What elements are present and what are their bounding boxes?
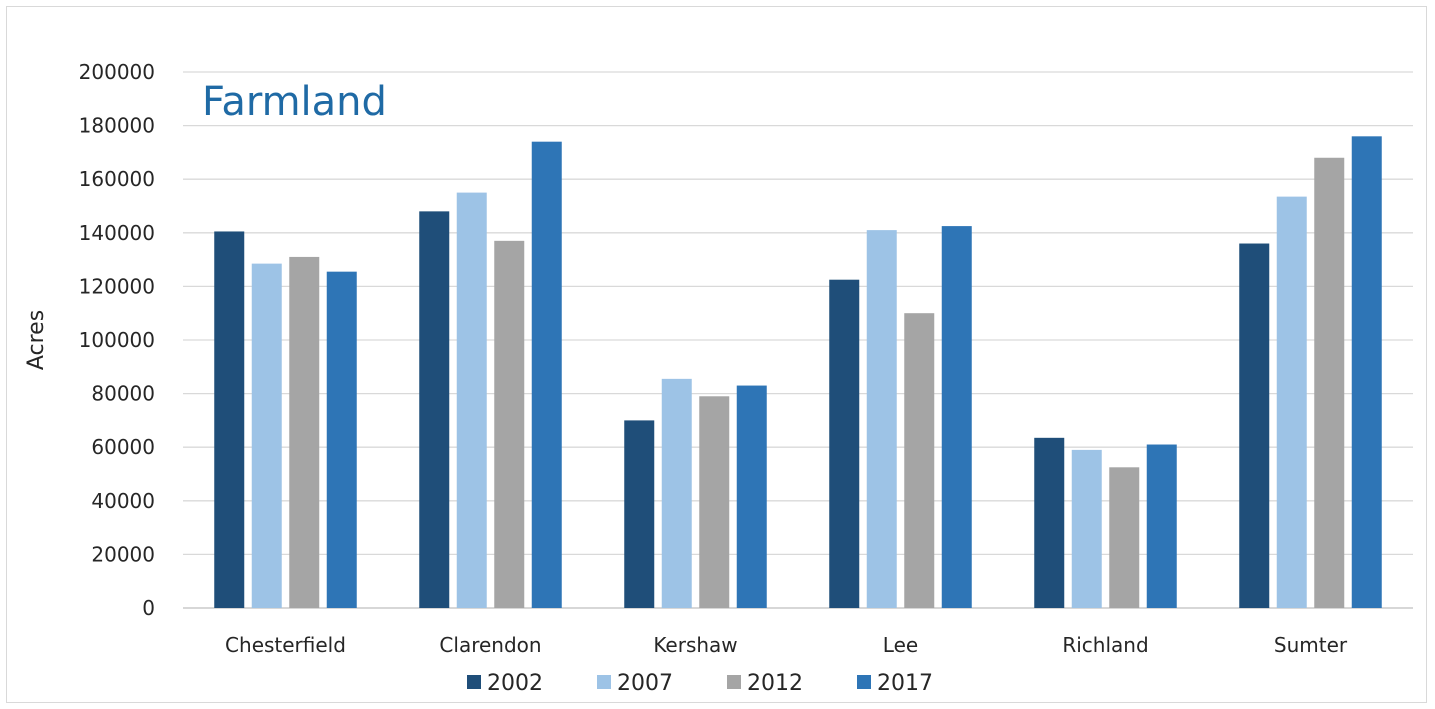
legend-swatch-2017 xyxy=(857,675,871,689)
bar-clarendon-2002 xyxy=(419,211,450,609)
chart-frame: 0 20000 40000 60000 80000 100000 120000 140000 1… xyxy=(6,6,1427,703)
bar-lee-2007 xyxy=(866,230,897,608)
x-category-label: Clarendon xyxy=(439,633,541,657)
bar-chesterfield-2017 xyxy=(326,271,357,608)
y-tick-label: 40000 xyxy=(91,489,155,513)
bar-chesterfield-2007 xyxy=(251,263,282,608)
bars xyxy=(214,136,1382,609)
bar-sumter-2017 xyxy=(1351,136,1382,608)
bar-lee-2002 xyxy=(829,279,860,608)
y-tick-label: 180000 xyxy=(79,114,155,138)
bar-richland-2002 xyxy=(1034,437,1065,608)
x-category-label: Lee xyxy=(883,633,918,657)
bar-chesterfield-2012 xyxy=(289,256,320,608)
bar-sumter-2007 xyxy=(1276,196,1307,608)
bar-sumter-2012 xyxy=(1314,157,1345,608)
legend: 2002 2007 2012 2017 xyxy=(467,671,933,696)
legend-swatch-2002 xyxy=(467,675,481,689)
legend-label-2007: 2007 xyxy=(617,671,673,696)
bar-lee-2012 xyxy=(904,313,935,608)
bar-richland-2007 xyxy=(1071,449,1102,608)
bar-kershaw-2012 xyxy=(699,396,730,608)
y-axis-title: Acres xyxy=(24,310,49,370)
legend-swatch-2012 xyxy=(727,675,741,689)
bar-kershaw-2002 xyxy=(624,420,655,608)
bar-clarendon-2007 xyxy=(456,192,487,608)
legend-label-2002: 2002 xyxy=(487,671,543,696)
bar-chart: 0 20000 40000 60000 80000 100000 120000 140000 1… xyxy=(24,60,1413,696)
y-tick-label: 120000 xyxy=(79,274,155,298)
bar-chesterfield-2002 xyxy=(214,231,245,608)
y-tick-label: 60000 xyxy=(91,435,155,459)
bar-kershaw-2017 xyxy=(736,385,767,608)
y-tick-label: 0 xyxy=(142,596,155,620)
x-category-label: Richland xyxy=(1062,633,1148,657)
legend-label-2012: 2012 xyxy=(747,671,803,696)
y-tick-label: 200000 xyxy=(79,60,155,84)
x-category-label: Sumter xyxy=(1274,633,1348,657)
y-tick-label: 100000 xyxy=(79,328,155,352)
chart-title: Farmland xyxy=(202,79,387,125)
y-tick-label: 160000 xyxy=(79,167,155,191)
bar-clarendon-2017 xyxy=(531,141,562,608)
bar-lee-2017 xyxy=(941,226,972,608)
y-tick-label: 140000 xyxy=(79,221,155,245)
y-tick-label: 20000 xyxy=(91,542,155,566)
legend-swatch-2007 xyxy=(597,675,611,689)
gridlines xyxy=(183,71,1413,609)
y-tick-label: 80000 xyxy=(91,382,155,406)
bar-kershaw-2007 xyxy=(661,378,692,608)
bar-clarendon-2012 xyxy=(494,240,525,608)
y-axis-ticks: 0 20000 40000 60000 80000 100000 120000 140000 1… xyxy=(79,60,155,620)
bar-richland-2012 xyxy=(1109,467,1140,608)
bar-richland-2017 xyxy=(1146,444,1177,608)
bar-sumter-2002 xyxy=(1239,243,1270,608)
legend-label-2017: 2017 xyxy=(877,671,933,696)
x-category-label: Chesterfield xyxy=(225,633,346,657)
x-axis-categories: Chesterfield Clarendon Kershaw Lee Richland S… xyxy=(225,633,1348,657)
x-category-label: Kershaw xyxy=(653,633,737,657)
